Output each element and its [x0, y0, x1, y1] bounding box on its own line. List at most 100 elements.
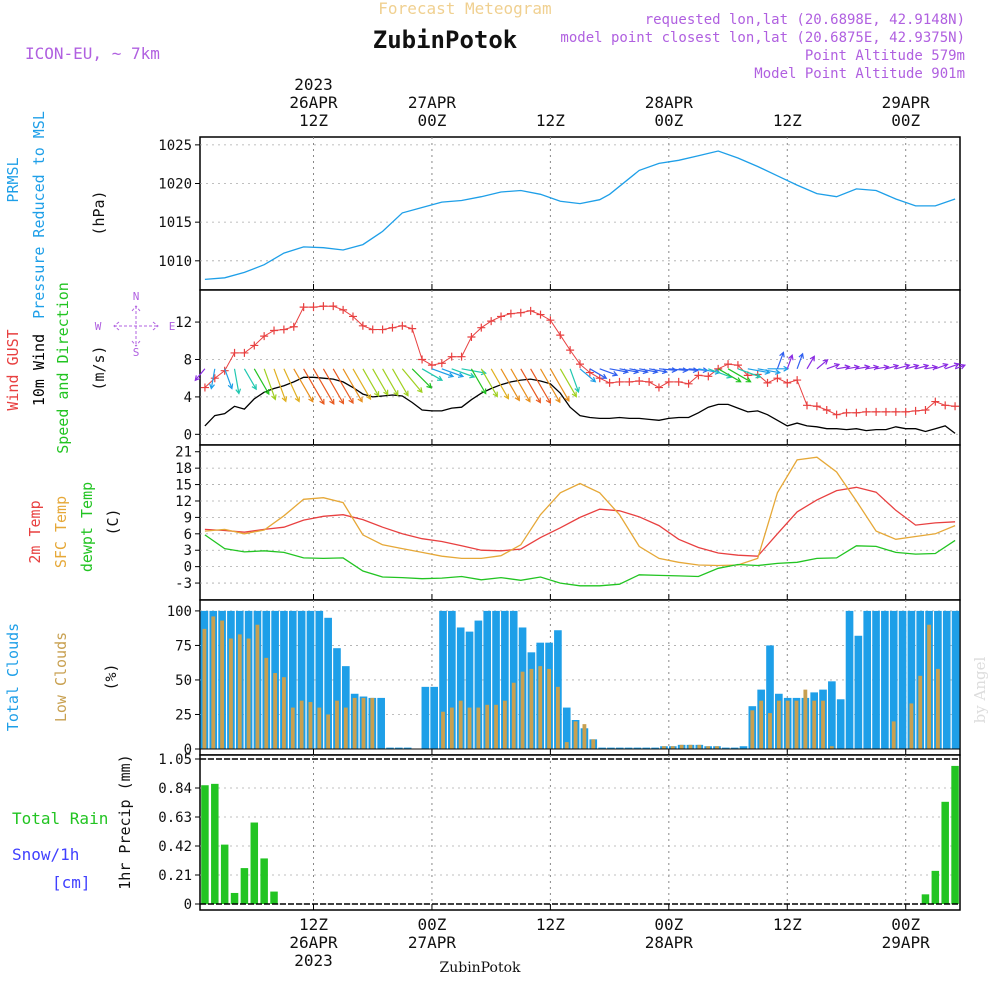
total-cloud-bar — [421, 686, 430, 749]
low-cloud-bar — [582, 724, 587, 749]
low-cloud-bar — [759, 700, 764, 749]
wind-arrow — [925, 364, 939, 371]
low-cloud-bar — [750, 710, 755, 749]
label-hpa: (hPa) — [90, 190, 108, 235]
low-cloud-bar — [246, 638, 251, 749]
watermark: by Angel — [971, 656, 989, 723]
bottom-tick-year: 2023 — [294, 951, 333, 970]
low-cloud-bar — [502, 700, 507, 749]
gust-point — [674, 377, 683, 386]
bottom-tick-time: 12Z — [299, 915, 328, 934]
total-cloud-bar — [492, 610, 500, 749]
wind-arrow — [944, 362, 960, 370]
temp-line-1 — [204, 456, 956, 567]
label-2m-temp: 2m Temp — [26, 500, 44, 563]
wind-arrow — [209, 368, 216, 390]
station-title: ZubinPotok — [373, 26, 518, 54]
y-tick-label: 0.63 — [158, 810, 192, 826]
wind-arrow — [303, 368, 325, 405]
wind-arrow — [273, 368, 288, 403]
wind-arrow — [362, 368, 380, 398]
low-cloud-bar — [935, 668, 940, 749]
gust-point — [516, 308, 525, 317]
wind-arrow — [441, 368, 465, 378]
gust-point — [684, 379, 693, 388]
gust-point — [911, 406, 920, 415]
low-cloud-bar — [564, 742, 569, 749]
gust-point — [585, 368, 594, 377]
wind-arrow — [263, 368, 277, 401]
footer-station: ZubinPotok — [439, 960, 521, 976]
total-cloud-bar — [562, 707, 571, 749]
total-cloud-bar — [881, 610, 889, 749]
wind-arrow — [322, 368, 345, 405]
low-cloud-bar — [317, 707, 322, 749]
low-cloud-bar — [352, 697, 357, 749]
y-tick-label: 21 — [175, 445, 192, 461]
gust-point — [368, 325, 377, 334]
y-tick-label: 15 — [175, 478, 192, 494]
low-cloud-bar — [697, 744, 702, 749]
compass-n: N — [133, 290, 140, 303]
wind-arrow — [451, 368, 476, 379]
low-cloud-bar — [891, 721, 896, 749]
low-cloud-bar — [229, 638, 233, 749]
top-tick-time: 12Z — [536, 111, 565, 130]
y-tick-label: 50 — [175, 673, 192, 689]
wind-arrow — [866, 364, 880, 371]
total-cloud-bar — [439, 610, 447, 749]
low-cloud-bar — [511, 682, 516, 749]
top-tick-date: 28APR — [645, 93, 694, 112]
total-cloud-bar — [836, 699, 845, 749]
gust-point — [260, 332, 269, 341]
wind-arrow — [658, 367, 678, 373]
total-cloud-bar — [889, 610, 898, 749]
wind-arrow — [589, 368, 608, 379]
gust-point — [576, 360, 584, 369]
gust-point — [487, 317, 496, 326]
gust-point — [270, 326, 279, 335]
wind-arrow — [668, 367, 689, 374]
low-cloud-bar — [220, 620, 225, 749]
low-cloud-bar — [706, 746, 711, 749]
wind-arrow — [520, 368, 541, 404]
gust-point — [427, 361, 436, 370]
wind-arrow — [737, 368, 762, 379]
low-cloud-bar — [776, 700, 781, 749]
wind-arrow — [727, 368, 752, 383]
label-percent: (%) — [102, 663, 120, 690]
wind-arrow — [816, 358, 829, 370]
low-cloud-bar — [485, 704, 490, 749]
low-cloud-bar — [308, 702, 313, 749]
wind-arrow — [846, 364, 861, 371]
wind-arrow — [382, 368, 399, 397]
low-cloud-bar — [441, 711, 445, 749]
total-cloud-bar — [721, 747, 730, 749]
total-cloud-bar — [386, 747, 394, 749]
gust-point — [299, 303, 308, 312]
wind-arrow — [401, 368, 423, 394]
wind-arrow — [885, 363, 900, 370]
gust-point — [881, 407, 890, 416]
gust-point — [654, 383, 663, 392]
gust-point — [437, 359, 446, 368]
wind-arrow — [757, 368, 782, 375]
gust-point — [240, 348, 249, 357]
gust-point — [724, 360, 733, 369]
wind-arrow — [224, 368, 234, 390]
total-cloud-bar — [766, 645, 774, 749]
total-cloud-bar — [333, 648, 341, 749]
label-ms: (m/s) — [90, 345, 108, 390]
compass-arrows — [113, 305, 159, 347]
compass-icon: N S E W — [95, 290, 176, 359]
wind-arrow — [233, 368, 242, 395]
gust-point — [546, 316, 555, 325]
gust-point — [605, 378, 614, 387]
total-cloud-bar — [403, 747, 412, 749]
precip-bar — [250, 822, 259, 904]
panel-pressure: 1010 1015 1020 1025 PRMSL Pressure Reduced to… — [4, 111, 961, 319]
wind-arrow — [954, 363, 967, 370]
low-cloud-bar — [555, 686, 560, 749]
gust-point — [408, 324, 417, 333]
